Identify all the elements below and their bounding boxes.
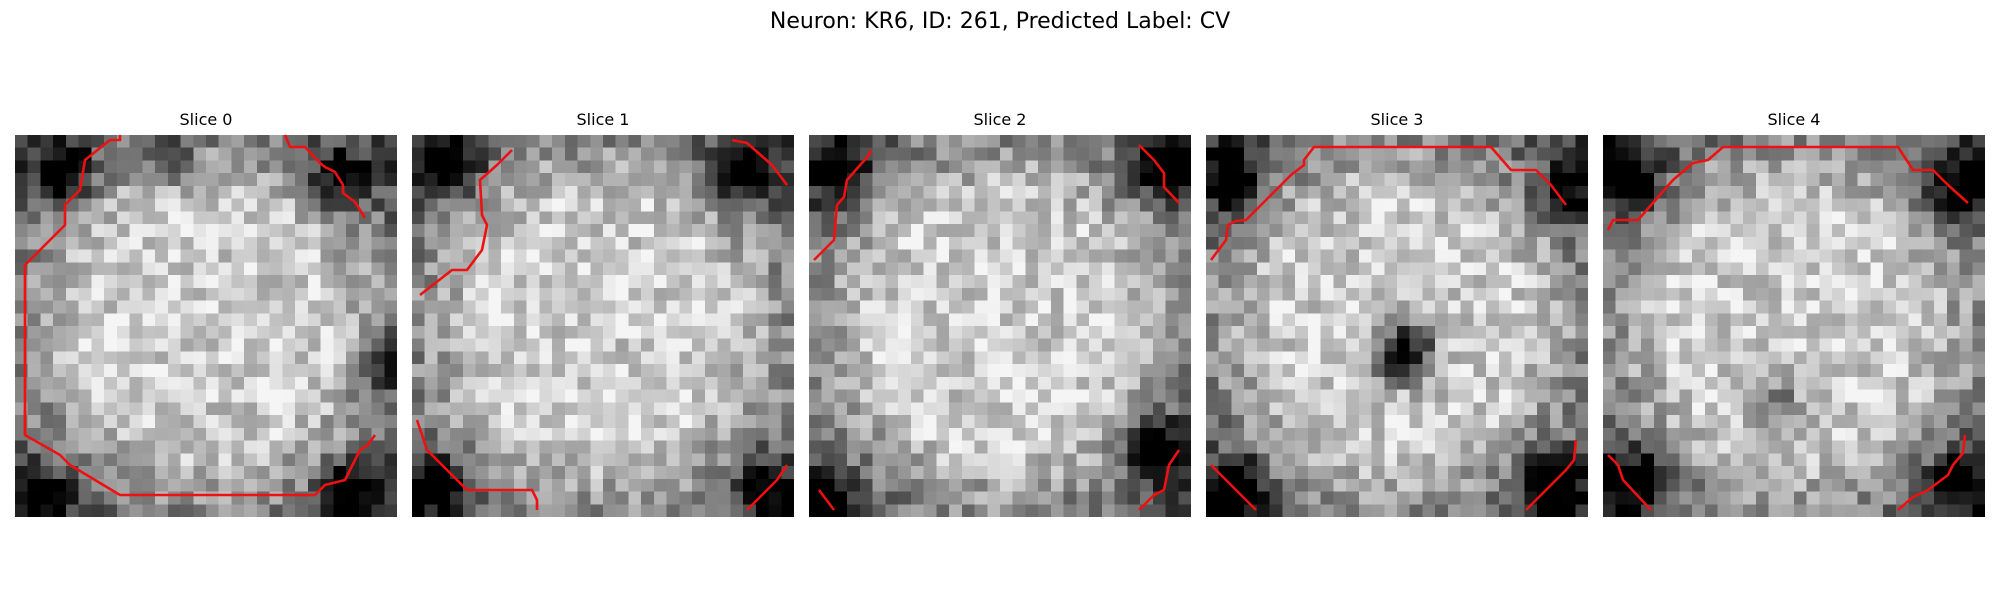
- slice-panel-2: [809, 135, 1191, 517]
- contour-overlay-0: [15, 135, 397, 517]
- contour-line-0-2: [25, 410, 375, 495]
- contour-line-0-0: [25, 135, 120, 435]
- contour-line-4-1: [1608, 455, 1651, 510]
- contour-line-2-3: [1139, 450, 1179, 510]
- panel-title-slice-0: Slice 0: [15, 110, 397, 130]
- contour-overlay-1: [412, 135, 794, 517]
- contour-overlay-3: [1206, 135, 1588, 517]
- panel-title-slice-3: Slice 3: [1206, 110, 1588, 130]
- contour-line-1-1: [732, 140, 787, 185]
- contour-line-2-1: [1139, 145, 1179, 203]
- contour-line-2-0: [814, 150, 871, 260]
- contour-line-3-0: [1211, 147, 1566, 260]
- slice-panel-3: [1206, 135, 1588, 517]
- panel-title-slice-1: Slice 1: [412, 110, 794, 130]
- contour-line-4-2: [1898, 435, 1965, 510]
- panel-title-slice-4: Slice 4: [1603, 110, 1985, 130]
- contour-line-1-2: [417, 420, 537, 510]
- contour-line-3-1: [1211, 465, 1256, 510]
- contour-line-1-3: [747, 465, 787, 510]
- slice-panel-1: [412, 135, 794, 517]
- slice-panel-0: [15, 135, 397, 517]
- slice-panel-4: [1603, 135, 1985, 517]
- panel-title-slice-2: Slice 2: [809, 110, 1191, 130]
- contour-overlay-4: [1603, 135, 1985, 517]
- contour-line-0-1: [285, 135, 365, 218]
- contour-line-1-0: [420, 150, 512, 295]
- figure-title: Neuron: KR6, ID: 261, Predicted Label: C…: [0, 6, 2000, 38]
- contour-line-2-2: [819, 490, 834, 510]
- contour-line-3-2: [1526, 440, 1576, 510]
- contour-overlay-2: [809, 135, 1191, 517]
- contour-line-4-0: [1608, 147, 1968, 230]
